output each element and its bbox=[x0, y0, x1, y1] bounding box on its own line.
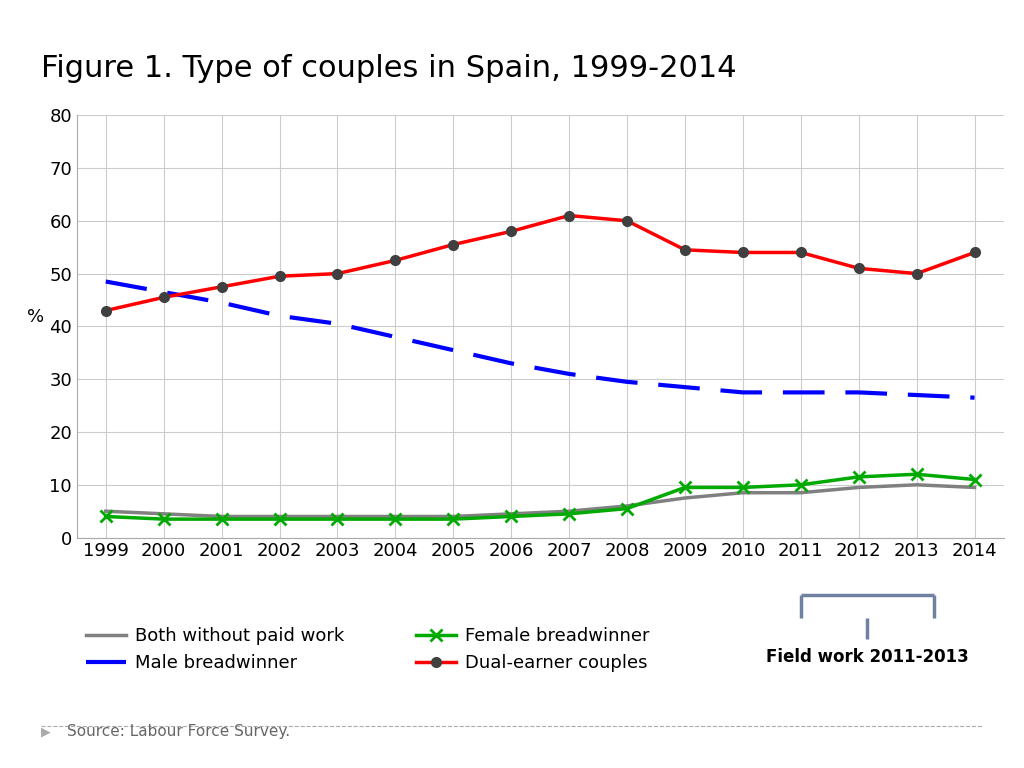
Text: ▶: ▶ bbox=[41, 726, 50, 739]
Legend: Both without paid work, Male breadwinner, Female breadwinner, Dual-earner couple: Both without paid work, Male breadwinner… bbox=[86, 627, 649, 672]
Text: Source: Labour Force Survey.: Source: Labour Force Survey. bbox=[67, 723, 290, 739]
Text: Field work 2011-2013: Field work 2011-2013 bbox=[766, 648, 969, 666]
Y-axis label: %: % bbox=[27, 309, 44, 326]
Text: Figure 1. Type of couples in Spain, 1999-2014: Figure 1. Type of couples in Spain, 1999… bbox=[41, 54, 736, 83]
